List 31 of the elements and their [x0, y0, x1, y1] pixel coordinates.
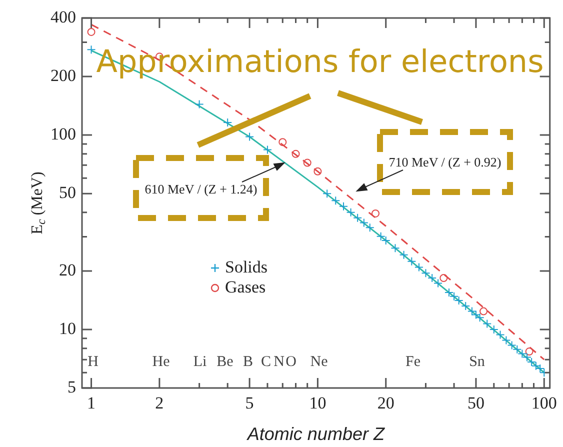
annotation: Be: [216, 354, 234, 370]
annotation: Fe: [406, 354, 421, 370]
annotation: B: [242, 354, 254, 370]
y-tick-label: 400: [50, 7, 76, 26]
annotation: 610 MeV / (Z + 1.24): [144, 181, 258, 196]
x-tick-label: 1: [87, 394, 96, 413]
annotation: C: [260, 354, 272, 370]
x-axis-title: Atomic number Z: [246, 424, 386, 444]
x-tick-label: 10: [309, 394, 326, 413]
annotation: H: [88, 354, 99, 370]
x-tick-label: 100: [531, 394, 557, 413]
x-tick-label: 5: [245, 394, 254, 413]
x-tick-label: 2: [155, 394, 164, 413]
annotation: 710 MeV / (Z + 0.92): [388, 154, 502, 170]
x-tick-label: 50: [467, 394, 484, 413]
y-tick-label: 10: [59, 318, 76, 338]
annotation: Sn: [469, 354, 486, 370]
annotation: N: [274, 354, 285, 370]
y-tick-label: 50: [59, 183, 76, 202]
annotation: Ne: [310, 354, 328, 370]
annotation: He: [152, 354, 170, 370]
annotation: Li: [193, 354, 207, 370]
legend-label: Gases: [225, 277, 266, 296]
y-tick-label: 100: [50, 124, 76, 144]
y-tick-label: 200: [50, 66, 76, 85]
legend-label: Solids: [225, 257, 268, 276]
y-axis-title: Ec (MeV): [29, 172, 48, 234]
y-tick-label: 20: [59, 260, 76, 280]
annotation: O: [286, 354, 297, 370]
x-tick-label: 20: [377, 394, 394, 413]
y-tick-label: 5: [68, 377, 76, 396]
